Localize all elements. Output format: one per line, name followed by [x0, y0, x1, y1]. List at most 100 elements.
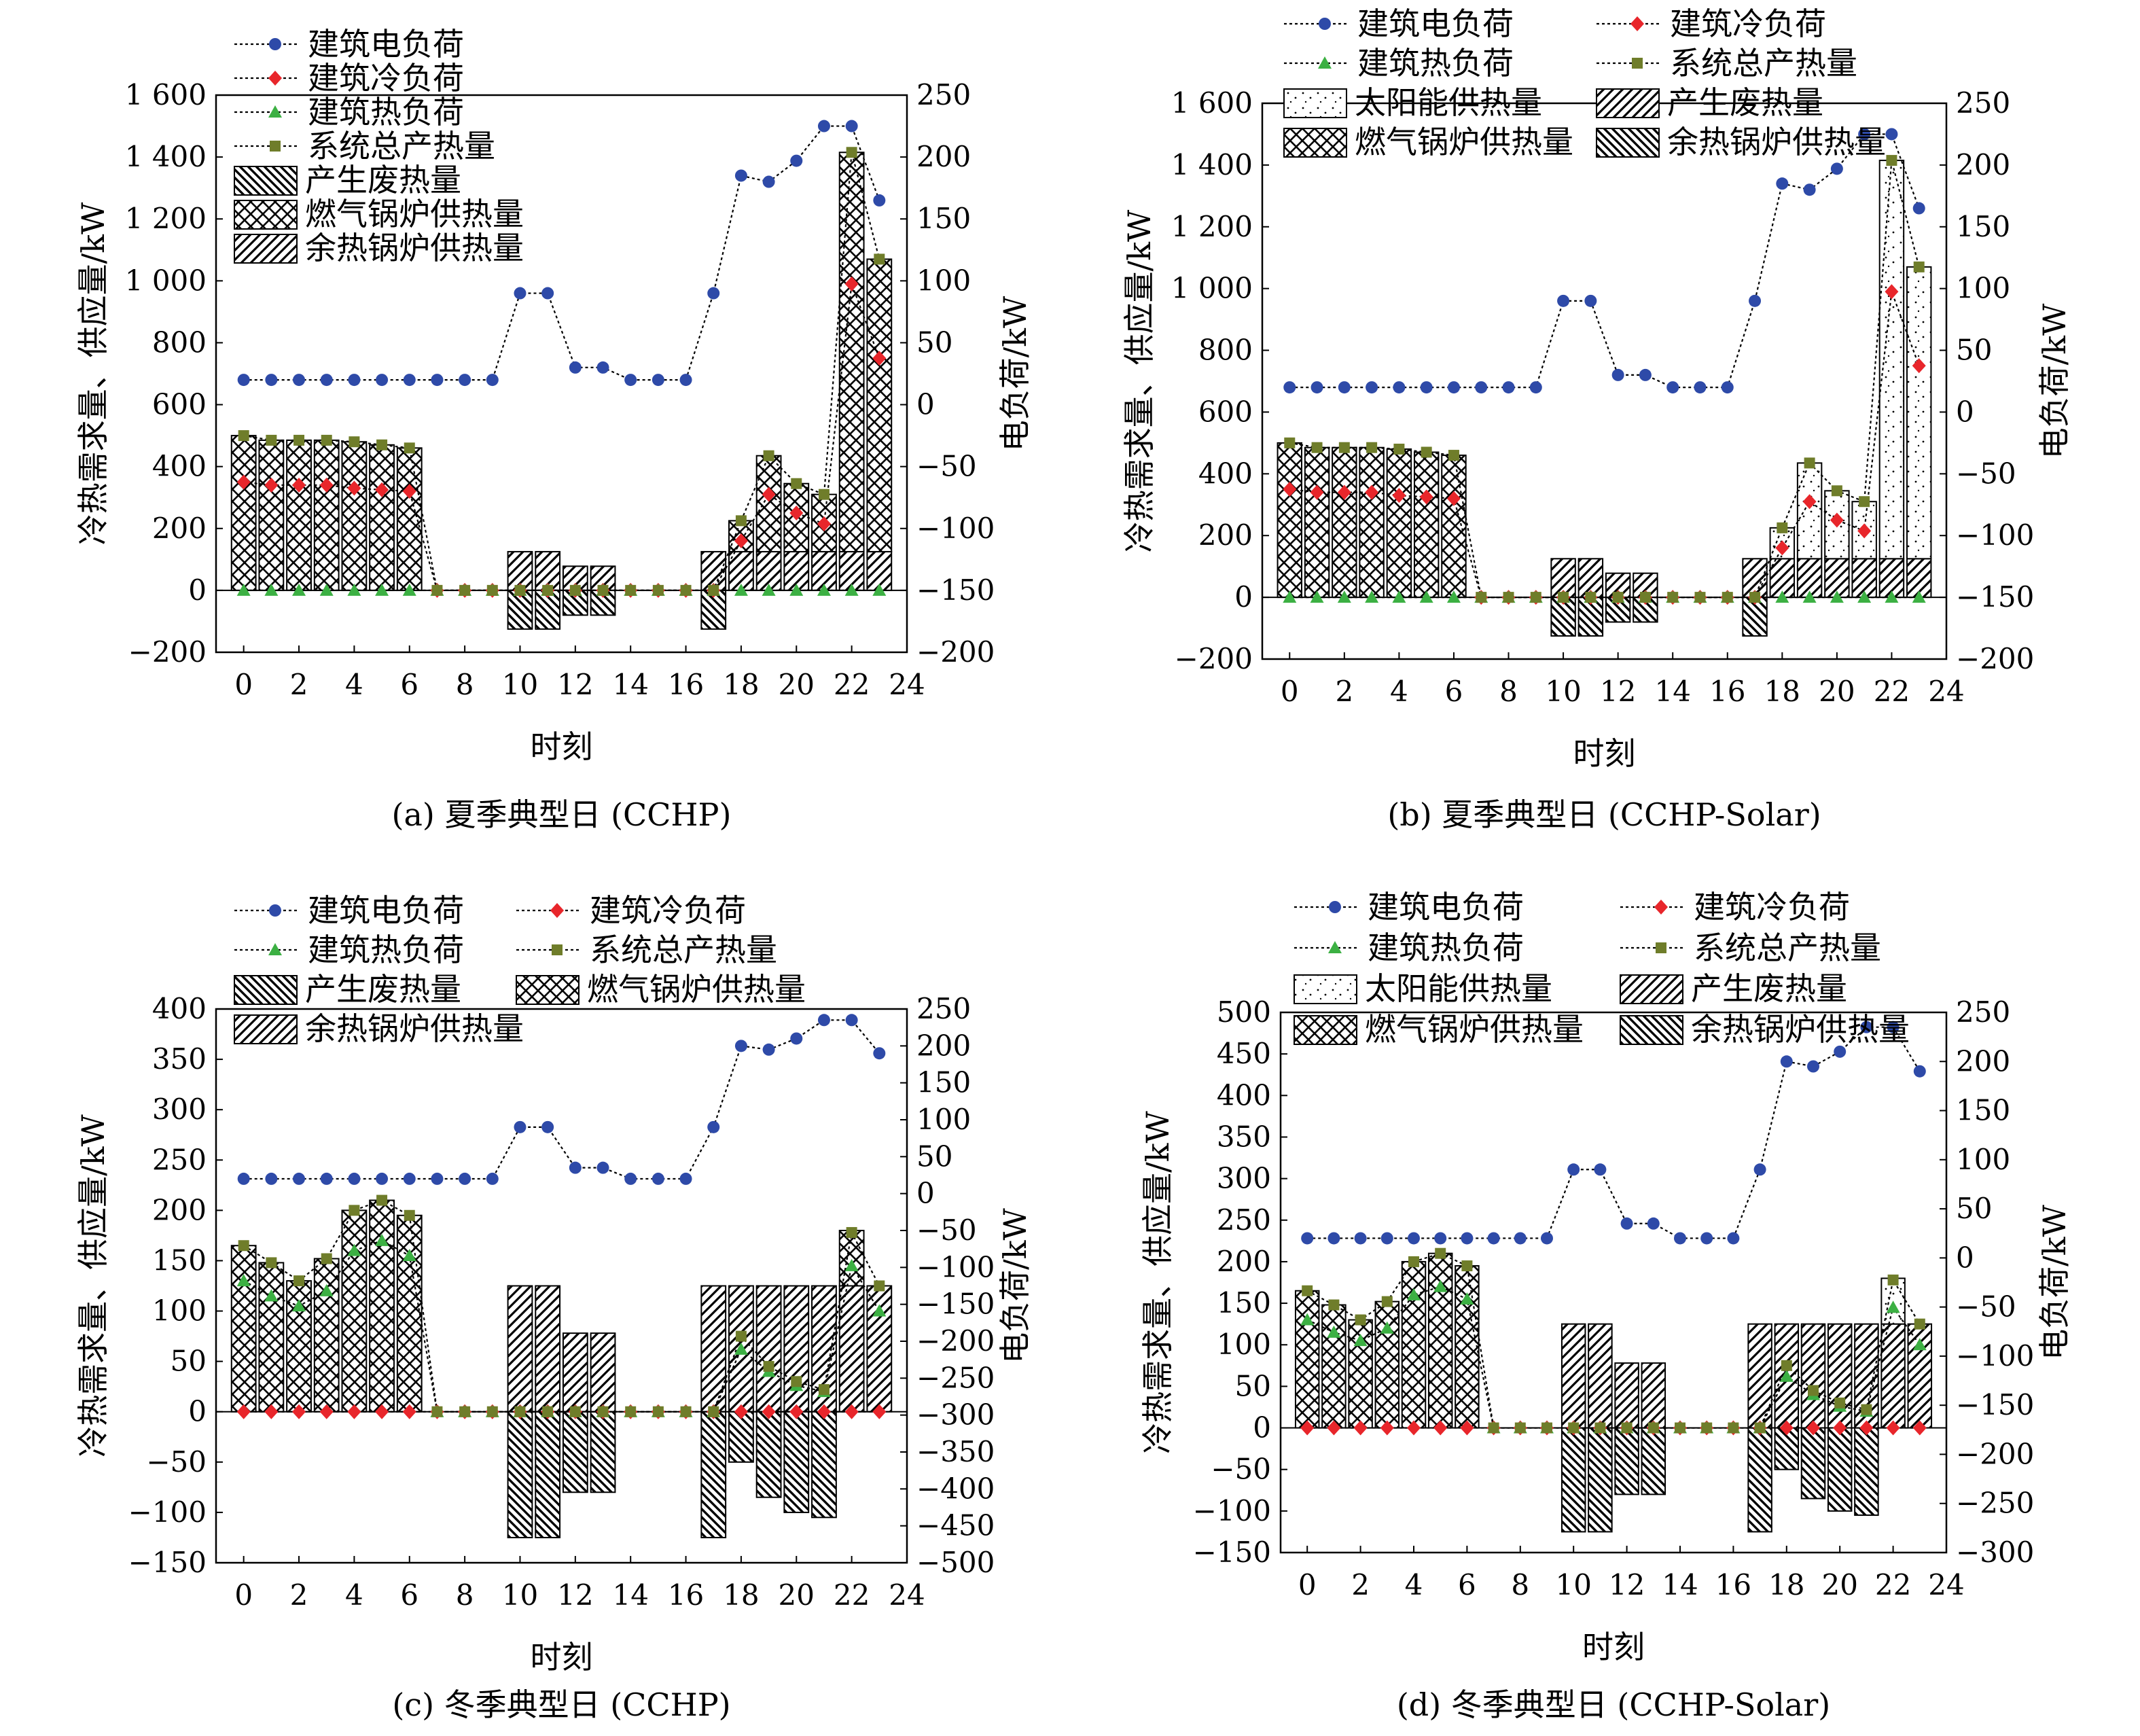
point-cool-h6 — [402, 1404, 416, 1419]
point-heat-h1 — [264, 583, 279, 596]
plot-frame — [1279, 1011, 1948, 1554]
x-tick-label: 20 — [1819, 675, 1855, 708]
point-total-h22 — [846, 147, 857, 158]
point-heat-h18 — [734, 583, 748, 596]
y2-tick-label: 100 — [1956, 1143, 2010, 1176]
x-axis-label: 时刻 — [1582, 1629, 1645, 1665]
point-cool-h3 — [319, 478, 334, 493]
point-elec-h19 — [762, 1043, 775, 1056]
point-heat-h0 — [236, 1274, 251, 1287]
x-tick-label: 0 — [234, 1578, 253, 1612]
y-tick-label: 450 — [1217, 1037, 1271, 1070]
point-total-h22 — [1886, 155, 1897, 166]
point-elec-h1 — [1310, 381, 1323, 394]
point-total-h20 — [1831, 485, 1842, 497]
y2-tick-label: −50 — [916, 450, 977, 483]
x-tick-label: 20 — [1821, 1568, 1857, 1601]
point-elec-h11 — [1584, 294, 1597, 307]
point-elec-h3 — [320, 1172, 333, 1185]
legend-item-5: 产生废热量 — [1620, 970, 1847, 1007]
series-points-total — [238, 147, 885, 596]
y2-tick-label: 250 — [916, 78, 971, 111]
series-line-elec — [1307, 1026, 1921, 1239]
y2-axis-label: 电负荷/kW — [997, 1207, 1033, 1363]
point-heat-h1 — [264, 1289, 279, 1302]
bar-gas-h23 — [866, 258, 893, 552]
x-tick-label: 16 — [668, 1578, 704, 1612]
point-elec-h3 — [320, 374, 333, 387]
point-elec-h13 — [1647, 1217, 1660, 1230]
point-elec-h9 — [486, 1172, 499, 1185]
y2-tick-label: −200 — [1956, 1437, 2034, 1470]
point-heat-h4 — [1392, 590, 1406, 603]
bar-rec-h10 — [507, 1285, 533, 1413]
point-total-h12 — [1612, 592, 1624, 603]
point-cool-h0 — [236, 474, 251, 490]
point-heat-h3 — [1365, 590, 1379, 603]
legend-item-0: 建筑电负荷 — [1294, 889, 1524, 925]
y-tick-label: 300 — [152, 1093, 207, 1126]
y-tick-label: 50 — [1235, 1369, 1271, 1402]
point-total-h0 — [1302, 1285, 1313, 1296]
y2-tick-label: −250 — [916, 1361, 995, 1394]
point-elec-h17 — [1749, 294, 1762, 307]
point-cool-h18 — [1775, 540, 1789, 556]
x-tick-label: 8 — [456, 1578, 474, 1612]
y2-tick-label: 50 — [916, 1139, 952, 1173]
point-total-h10 — [514, 1406, 526, 1417]
point-cool-h23 — [872, 351, 887, 366]
legend-item-1: 建筑冷负荷 — [1620, 889, 1850, 925]
y-tick-label: 350 — [1217, 1120, 1271, 1153]
x-tick-label: 12 — [557, 1578, 593, 1612]
bar-solar-h23 — [1906, 266, 1932, 560]
legend-item-4: 太阳能供热量 — [1294, 970, 1552, 1007]
y-tick-label: −200 — [128, 635, 207, 669]
bar-rec-h17 — [1747, 1323, 1772, 1429]
point-heat-h18 — [1775, 590, 1789, 603]
point-total-h22 — [1887, 1274, 1899, 1286]
point-elec-h19 — [762, 175, 775, 188]
legend-swatch — [516, 975, 579, 1005]
legend-marker — [1630, 16, 1644, 31]
bar-waste-h19 — [1800, 1427, 1826, 1500]
point-elec-h10 — [514, 1120, 527, 1133]
legend-label: 燃气锅炉供热量 — [587, 971, 806, 1008]
point-elec-h6 — [1461, 1232, 1474, 1245]
point-total-h2 — [293, 434, 305, 446]
point-total-h11 — [1585, 592, 1597, 603]
y2-tick-label: −400 — [916, 1472, 995, 1505]
bar-waste-h21 — [811, 1411, 837, 1519]
x-tick-label: 16 — [668, 668, 704, 701]
point-elec-h16 — [679, 374, 692, 387]
bar-waste-h10 — [1561, 1427, 1586, 1533]
bar-gas-h4 — [341, 441, 368, 591]
x-tick-label: 22 — [834, 1578, 870, 1612]
point-heat-h21 — [1857, 590, 1872, 603]
point-elec-h19 — [1807, 1060, 1819, 1073]
point-cool-h19 — [762, 486, 776, 502]
point-total-h12 — [569, 584, 581, 596]
point-total-h23 — [874, 1280, 885, 1292]
legend-item-3: 系统总产热量 — [234, 128, 495, 164]
bar-rec-h13 — [590, 1332, 616, 1413]
point-elec-h15 — [652, 374, 664, 387]
x-tick-label: 20 — [779, 1578, 815, 1612]
point-elec-h8 — [459, 374, 471, 387]
y-tick-label: 600 — [152, 388, 207, 421]
y2-tick-label: 0 — [916, 388, 935, 421]
bar-rec-h20 — [783, 1285, 810, 1413]
point-total-h7 — [1488, 1422, 1499, 1434]
point-cool-h2 — [292, 478, 306, 493]
bar-gas-h6 — [1455, 1265, 1480, 1429]
point-cool-h22 — [844, 1404, 859, 1419]
y2-tick-label: −200 — [916, 635, 995, 669]
bar-rec-h20 — [1827, 1323, 1853, 1429]
point-heat-h0 — [1283, 590, 1297, 603]
point-elec-h4 — [1393, 381, 1406, 394]
point-cool-h20 — [1830, 512, 1844, 528]
bar-rec-h19 — [1800, 1323, 1826, 1429]
legend-marker — [552, 944, 563, 955]
bar-rec-h11 — [535, 1285, 561, 1413]
